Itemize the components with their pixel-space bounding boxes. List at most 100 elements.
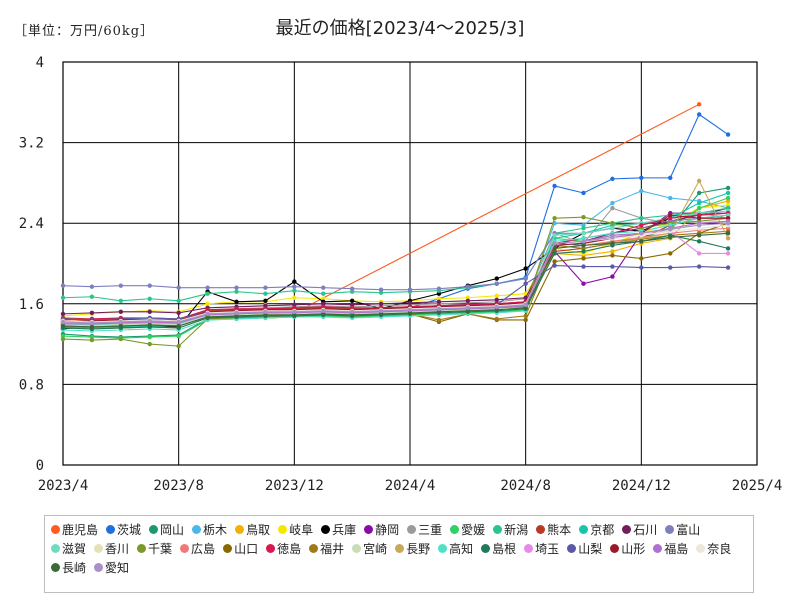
legend-item: 長崎: [51, 558, 86, 577]
legend-label: 福島: [664, 542, 689, 556]
data-point: [494, 316, 499, 322]
legend-marker: [278, 525, 288, 534]
legend-item: 長野: [395, 539, 430, 558]
data-point: [523, 302, 528, 308]
data-point: [639, 223, 644, 228]
series-富山: [60, 215, 731, 292]
data-point: [725, 215, 731, 221]
data-point: [234, 310, 239, 316]
legend-marker: [438, 544, 448, 553]
data-point: [696, 251, 702, 256]
data-point: [668, 175, 673, 181]
data-point: [610, 226, 615, 231]
data-point: [263, 312, 268, 318]
legend-label: 広島: [191, 542, 216, 556]
data-point: [610, 241, 615, 246]
data-point: [349, 309, 355, 315]
data-point: [581, 243, 586, 248]
data-point: [668, 265, 673, 270]
legend-label: 京都: [590, 523, 615, 537]
data-point: [668, 195, 673, 201]
legend-item: 岐阜: [278, 520, 313, 539]
data-point: [465, 284, 471, 289]
series-line: [63, 220, 729, 325]
data-point: [378, 308, 384, 314]
legend-label: 鳥取: [246, 523, 271, 537]
data-point: [668, 215, 673, 221]
legend-item: 京都: [579, 520, 614, 539]
legend-marker: [450, 525, 460, 534]
legend-marker: [106, 525, 116, 534]
data-point: [552, 215, 557, 221]
data-point: [436, 291, 442, 296]
data-point: [436, 309, 442, 315]
y-tick-label: 4: [36, 55, 44, 71]
data-point: [263, 298, 268, 303]
legend-item: 広島: [180, 539, 215, 558]
data-point: [378, 301, 384, 306]
legend-marker: [180, 544, 190, 553]
chart-tick-labels: 0 0.8 1.6 2.4 3.2 4 2023/4 2023/8 2023/12 2024/4 2…: [19, 55, 783, 494]
data-point: [378, 311, 384, 317]
series-新潟: [60, 205, 731, 303]
legend-item: 茨城: [106, 520, 141, 539]
series-line: [62, 207, 729, 302]
y-tick-label: 1.6: [19, 297, 44, 313]
data-point: [581, 236, 586, 241]
data-point: [581, 226, 586, 231]
legend-label: 高知: [449, 542, 474, 556]
legend-marker: [94, 544, 104, 553]
legend-marker: [610, 544, 620, 553]
data-point: [176, 333, 181, 339]
data-point: [696, 205, 702, 211]
y-tick-label: 0.8: [19, 377, 44, 393]
legend-label: 福井: [320, 542, 345, 556]
data-point: [725, 251, 731, 256]
data-point: [494, 297, 499, 302]
series-line: [62, 222, 729, 324]
data-point: [581, 190, 586, 196]
data-point: [552, 246, 557, 251]
data-point: [725, 195, 731, 201]
data-point: [610, 264, 615, 269]
legend-label: 富山: [676, 523, 701, 537]
data-point: [407, 307, 413, 313]
data-point: [523, 266, 528, 271]
data-point: [696, 190, 702, 196]
data-point: [581, 264, 586, 269]
data-point: [581, 231, 586, 236]
data-point: [89, 284, 95, 289]
legend-label: 宮崎: [363, 542, 388, 556]
data-point: [696, 112, 702, 117]
legend-marker: [407, 525, 417, 534]
data-point: [89, 324, 95, 330]
data-point: [725, 185, 731, 191]
data-point: [292, 309, 297, 315]
data-point: [176, 298, 181, 303]
data-point: [89, 337, 95, 343]
data-point: [407, 310, 413, 316]
legend-item: 宮崎: [352, 539, 387, 558]
series-愛知: [60, 221, 731, 326]
data-point: [494, 281, 499, 286]
legend-marker: [51, 563, 60, 572]
legend-item: 静岡: [364, 520, 399, 539]
data-point: [523, 317, 528, 323]
x-tick-label: 2023/8: [153, 478, 204, 494]
legend-marker: [524, 544, 534, 553]
data-point: [205, 311, 210, 317]
data-point: [552, 241, 557, 246]
x-tick-label: 2024/8: [500, 478, 551, 494]
legend-label: 奈良: [707, 542, 732, 556]
legend-marker: [567, 544, 577, 553]
data-point: [263, 303, 268, 309]
data-point: [378, 287, 384, 292]
series-長崎: [60, 231, 731, 330]
data-point: [610, 249, 615, 254]
data-point: [60, 323, 66, 329]
data-point: [494, 293, 499, 298]
legend-marker: [321, 525, 331, 534]
data-point: [668, 212, 673, 218]
legend-label: 千葉: [148, 542, 173, 556]
legend-marker: [665, 525, 675, 534]
